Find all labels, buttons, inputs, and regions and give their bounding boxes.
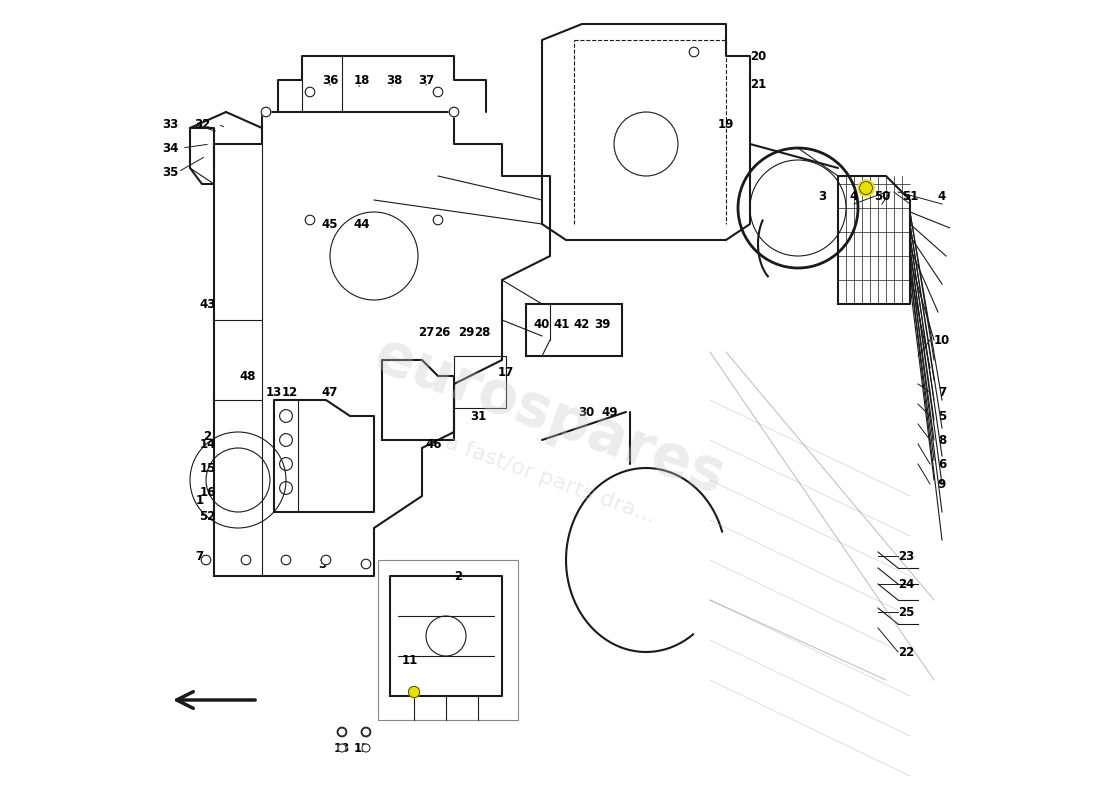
Text: 9: 9 [938,478,946,490]
Text: 4: 4 [850,190,858,202]
Text: 39: 39 [594,318,610,330]
Circle shape [361,559,371,569]
FancyArrowPatch shape [177,692,255,708]
Text: 14: 14 [199,438,216,450]
Text: 5: 5 [938,410,946,422]
Text: eurospares: eurospares [367,326,733,506]
Text: 51: 51 [902,190,918,202]
Text: 11: 11 [402,654,418,666]
Text: 45: 45 [321,218,339,230]
Text: 6: 6 [938,458,946,470]
Circle shape [338,727,346,737]
Text: 47: 47 [322,386,338,398]
Circle shape [305,215,315,225]
Text: 13: 13 [266,386,282,398]
Circle shape [362,744,370,752]
Text: 31: 31 [470,410,486,422]
Text: 52: 52 [199,510,216,522]
Text: 50: 50 [873,190,890,202]
Text: 15: 15 [199,462,216,474]
Circle shape [361,727,371,737]
Text: 3: 3 [818,190,826,202]
Text: 30: 30 [578,406,594,418]
Circle shape [201,555,211,565]
Circle shape [433,215,443,225]
Text: 2: 2 [204,430,211,442]
Text: 24: 24 [898,578,914,590]
Text: 19: 19 [718,118,734,130]
Text: 22: 22 [898,646,914,658]
Circle shape [321,555,331,565]
Text: a fast/or parts dra...: a fast/or parts dra... [442,433,658,527]
Bar [526,304,621,356]
Text: 37: 37 [418,74,434,86]
Circle shape [408,686,419,698]
Text: 2: 2 [454,570,462,582]
Text: 29: 29 [458,326,474,338]
Text: 43: 43 [199,298,216,310]
Circle shape [241,555,251,565]
Text: 4: 4 [938,190,946,202]
Text: 3: 3 [318,558,326,570]
Text: 1: 1 [196,494,204,506]
Text: 12: 12 [282,386,298,398]
Circle shape [282,555,290,565]
Text: 23: 23 [898,550,914,562]
Text: 12: 12 [354,742,370,754]
Circle shape [261,107,271,117]
Text: 34: 34 [162,142,178,154]
Text: 21: 21 [750,78,766,90]
Text: 35: 35 [162,166,178,178]
Text: 13: 13 [334,742,350,754]
Text: 7: 7 [938,386,946,398]
Text: 42: 42 [574,318,591,330]
Text: 7: 7 [196,550,204,562]
Text: 8: 8 [938,434,946,446]
Circle shape [338,744,346,752]
Text: 49: 49 [602,406,618,418]
Text: 16: 16 [199,486,216,498]
Text: 18: 18 [354,74,371,86]
Text: 40: 40 [534,318,550,330]
Bar [454,356,506,408]
Text: 27: 27 [418,326,434,338]
Text: 48: 48 [240,370,256,382]
Text: 25: 25 [898,606,914,618]
Circle shape [449,107,459,117]
Text: 33: 33 [162,118,178,130]
Text: 26: 26 [433,326,450,338]
Text: 17: 17 [498,366,514,378]
Text: 46: 46 [426,438,442,450]
Circle shape [305,87,315,97]
Text: 41: 41 [553,318,570,330]
Text: 36: 36 [322,74,338,86]
Circle shape [433,87,443,97]
Circle shape [362,728,370,736]
Circle shape [859,182,872,194]
Circle shape [338,728,346,736]
Text: 44: 44 [354,218,371,230]
Text: 38: 38 [386,74,403,86]
Text: 10: 10 [934,334,950,346]
Circle shape [690,47,698,57]
Text: 28: 28 [474,326,491,338]
Circle shape [858,180,874,196]
Text: 32: 32 [194,118,210,130]
Text: 20: 20 [750,50,766,62]
